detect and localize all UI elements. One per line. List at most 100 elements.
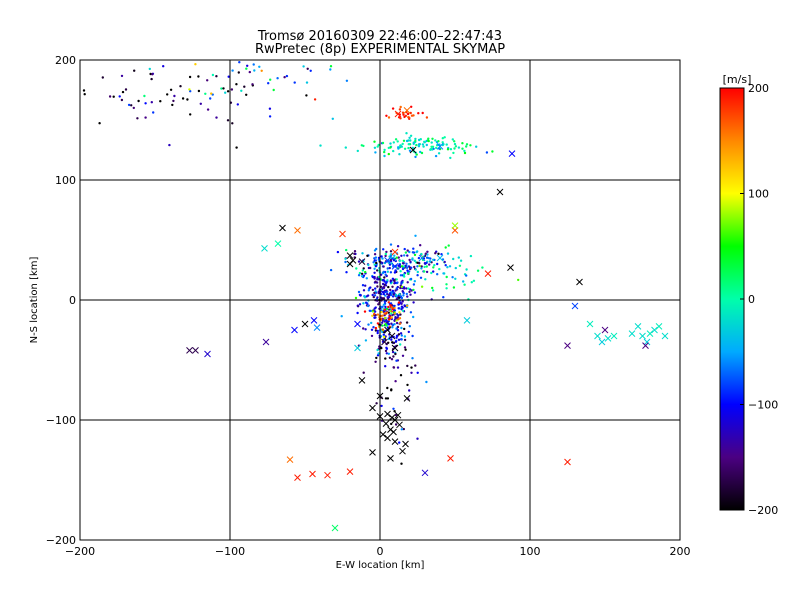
data-point: [408, 149, 412, 152]
data-point-x: [594, 332, 601, 340]
data-point: [215, 116, 218, 119]
data-point: [431, 289, 435, 292]
data-point: [389, 243, 393, 246]
data-point-x: [186, 347, 193, 354]
data-point: [194, 62, 197, 66]
data-point: [411, 334, 414, 338]
data-point: [390, 358, 394, 361]
data-point: [215, 75, 218, 78]
data-point: [401, 142, 404, 146]
data-point: [144, 116, 147, 119]
data-point: [375, 402, 378, 405]
data-point: [226, 119, 230, 122]
data-point: [226, 90, 230, 93]
data-point: [409, 277, 413, 281]
data-point: [364, 339, 368, 342]
data-point: [380, 310, 383, 314]
data-point: [384, 290, 387, 294]
x-marker-stroke: [204, 350, 211, 358]
data-point: [387, 322, 390, 326]
data-point: [452, 151, 455, 155]
data-point: [423, 270, 426, 273]
data-point: [382, 270, 385, 274]
data-point: [364, 270, 367, 274]
data-point: [381, 290, 385, 294]
data-point: [389, 258, 392, 262]
data-point: [419, 276, 423, 279]
data-point: [253, 69, 256, 72]
data-point: [402, 113, 405, 116]
data-point: [452, 257, 455, 261]
data-point: [430, 145, 433, 148]
data-point: [374, 151, 377, 154]
x-marker-stroke: [403, 107, 411, 114]
x-marker-stroke: [403, 395, 411, 402]
data-point: [268, 107, 272, 110]
data-point: [371, 314, 374, 317]
y-tick-label: −200: [46, 534, 76, 547]
data-point: [406, 249, 409, 252]
data-point: [458, 264, 462, 267]
plot-points: [82, 61, 669, 532]
data-point: [395, 336, 398, 339]
data-point: [173, 94, 176, 98]
data-point: [410, 114, 414, 117]
x-marker-stroke: [496, 188, 504, 196]
data-point: [420, 151, 424, 155]
data-point: [386, 267, 389, 270]
data-point: [377, 352, 380, 355]
data-point: [403, 346, 407, 349]
x-tick-label: 0: [377, 545, 384, 558]
data-point: [366, 294, 370, 297]
data-point-x: [369, 404, 376, 412]
data-point: [367, 289, 370, 292]
data-point: [401, 111, 405, 114]
data-point: [408, 136, 411, 139]
data-point: [442, 296, 445, 299]
data-point: [392, 259, 396, 262]
data-point: [245, 67, 248, 70]
data-point: [373, 249, 377, 252]
data-point: [391, 326, 394, 329]
data-point: [373, 275, 376, 279]
data-point: [197, 89, 201, 93]
data-point: [400, 462, 403, 465]
data-point: [319, 144, 322, 147]
data-point: [408, 290, 411, 294]
data-point-x: [507, 264, 514, 271]
data-point-x: [564, 342, 571, 349]
x-marker-stroke: [346, 252, 354, 259]
data-point: [385, 281, 388, 285]
data-point: [395, 278, 398, 281]
data-point: [457, 256, 460, 259]
data-point: [432, 266, 435, 269]
data-point-x: [192, 347, 199, 354]
data-point: [382, 292, 385, 296]
data-point: [306, 67, 309, 71]
data-point: [401, 300, 404, 303]
data-point: [412, 247, 415, 250]
data-point: [436, 262, 439, 266]
data-point: [418, 264, 421, 268]
data-point: [285, 74, 289, 78]
x-marker-stroke: [313, 324, 321, 331]
data-point: [424, 252, 427, 255]
data-point-x: [601, 326, 609, 334]
data-point: [417, 143, 421, 146]
data-point: [124, 88, 128, 91]
data-point: [463, 283, 466, 286]
data-point: [368, 309, 371, 312]
data-point: [413, 265, 416, 269]
x-marker-stroke: [394, 110, 402, 118]
data-point: [372, 261, 375, 264]
data-point-x: [463, 317, 471, 324]
data-point: [435, 146, 438, 150]
data-point: [391, 257, 394, 260]
x-marker-stroke: [331, 524, 339, 532]
data-point: [390, 389, 393, 392]
data-point: [388, 263, 392, 266]
data-point: [407, 330, 410, 334]
x-marker-stroke: [394, 411, 402, 419]
data-point: [436, 273, 439, 276]
data-point-x: [391, 344, 399, 352]
